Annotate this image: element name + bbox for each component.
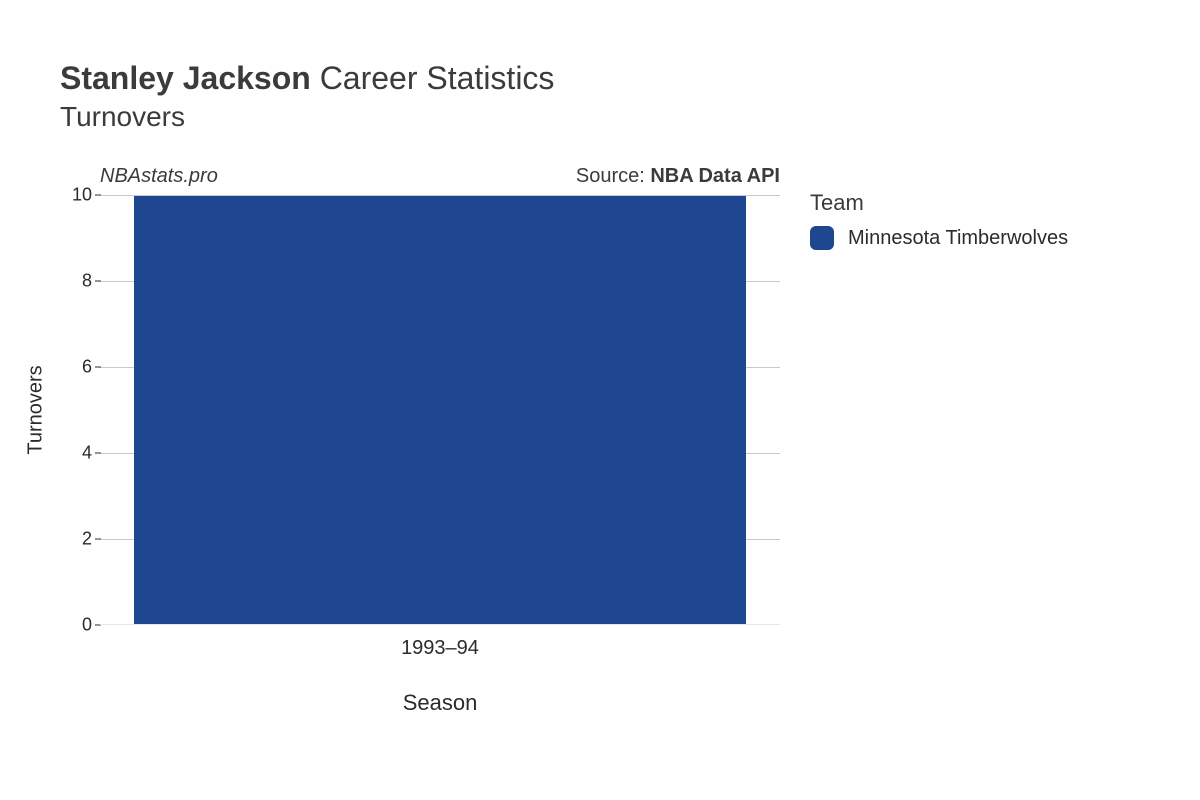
legend: Team Minnesota Timberwolves — [810, 190, 1068, 250]
y-tick-label: 8 — [82, 271, 100, 292]
player-name: Stanley Jackson — [60, 60, 311, 96]
x-tick-label: 1993–94 — [401, 625, 479, 660]
legend-swatch — [810, 226, 834, 250]
y-tick-label: 0 — [82, 615, 100, 636]
site-brand: NBAstats.pro — [100, 165, 218, 188]
source-name: NBA Data API — [650, 165, 780, 187]
attribution-row: NBAstats.pro Source: NBA Data API — [100, 165, 780, 188]
chart-title: Stanley Jackson Career Statistics — [60, 60, 554, 97]
source-label: Source: — [576, 165, 650, 187]
y-tick-label: 6 — [82, 357, 100, 378]
chart-title-block: Stanley Jackson Career Statistics Turnov… — [60, 60, 554, 133]
y-tick-label: 2 — [82, 529, 100, 550]
legend-item-label: Minnesota Timberwolves — [848, 227, 1068, 250]
x-axis-title: Season — [403, 690, 478, 716]
y-tick-label: 4 — [82, 443, 100, 464]
source-attribution: Source: NBA Data API — [576, 165, 780, 188]
legend-item: Minnesota Timberwolves — [810, 226, 1068, 250]
bar — [134, 196, 746, 624]
chart-subtitle: Turnovers — [60, 101, 554, 133]
y-axis-title: Turnovers — [25, 365, 48, 454]
y-tick-label: 10 — [72, 185, 100, 206]
legend-title: Team — [810, 190, 1068, 216]
title-suffix: Career Statistics — [311, 60, 555, 96]
chart-plot-area: 02468101993–94 — [100, 195, 780, 625]
